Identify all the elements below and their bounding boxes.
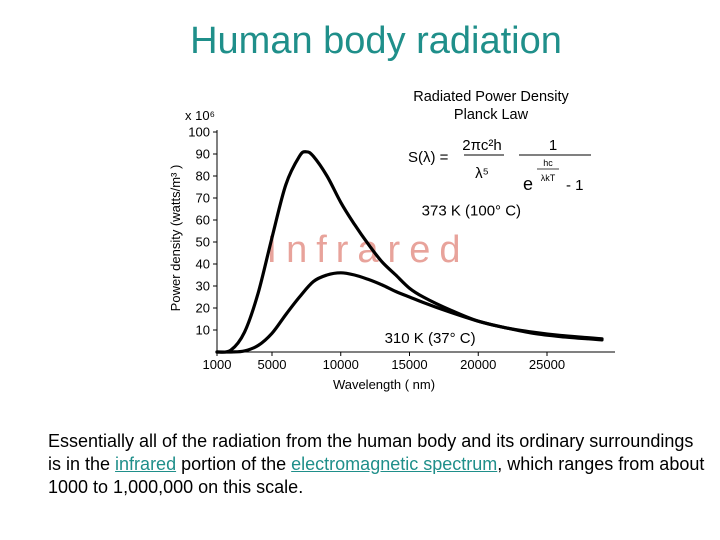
x-tick-label: 20000 xyxy=(460,357,496,372)
x-tick-label: 1000 xyxy=(203,357,232,372)
formula-denominator-1: λ⁵ xyxy=(475,165,489,182)
x-axis-label: Wavelength ( nm) xyxy=(333,377,435,392)
watermark-infrared: Infrared xyxy=(267,229,470,271)
series-label: 373 K (100° C) xyxy=(422,203,521,220)
curves xyxy=(215,150,604,354)
y-tick-label: 20 xyxy=(196,301,210,316)
y-tick-label: 50 xyxy=(196,235,210,250)
y-tick-label: 70 xyxy=(196,191,210,206)
watermark-text: Infrared xyxy=(267,229,470,271)
chart-labels: 373 K (100° C) 310 K (37° C) Radiated Powe… xyxy=(385,89,570,347)
axes: 10 20 30 40 50 60 70 80 90 100 1000 5000 10000 15000 2… xyxy=(168,108,615,392)
caption-text-2: portion of the xyxy=(176,454,292,474)
y-tick-label: 90 xyxy=(196,147,210,162)
formula-numerator-1: 2πc²h xyxy=(462,137,502,154)
chart-title: Radiated Power Density xyxy=(413,89,569,105)
formula-lhs: S(λ) = xyxy=(408,149,449,166)
y-tick-label: 40 xyxy=(196,257,210,272)
series-line xyxy=(215,271,604,354)
y-tick-label: 10 xyxy=(196,323,210,338)
chart-subtitle: Planck Law xyxy=(454,107,529,123)
formula-numerator-2: 1 xyxy=(549,137,557,154)
y-tick-label: 60 xyxy=(196,213,210,228)
formula-minus-one: - 1 xyxy=(566,177,584,194)
caption-text-3: , which ranges from about 1000 to 1,000,… xyxy=(48,454,705,497)
y-tick-label: 30 xyxy=(196,279,210,294)
formula-exp-numerator: hc xyxy=(543,158,553,168)
y-axis-label: Power density (watts/m³ ) xyxy=(168,165,183,312)
y-tick-label: 80 xyxy=(196,169,210,184)
caption-text-1: Essentially all of the radiation from th… xyxy=(48,431,694,474)
infrared-link[interactable]: infrared xyxy=(115,454,177,474)
x-tick-label: 5000 xyxy=(258,357,287,372)
y-tick-label: 100 xyxy=(188,125,210,140)
y-multiplier-label: x 10⁶ xyxy=(185,108,215,123)
x-tick-label: 15000 xyxy=(391,357,427,372)
x-tick-label: 25000 xyxy=(529,357,565,372)
planck-formula: S(λ) = 2πc²h λ⁵ 1 ehc λkT - 1 xyxy=(408,137,591,194)
formula-exp-base: e xyxy=(523,174,533,194)
slide-caption: Essentially all of the radiation from th… xyxy=(48,430,708,499)
series-label: 310 K (37° C) xyxy=(385,330,476,347)
x-tick-label: 10000 xyxy=(323,357,359,372)
slide-title: Human body radiation xyxy=(190,20,562,62)
formula-exp-denominator: λkT xyxy=(541,173,556,183)
electromagnetic-spectrum-link[interactable]: electromagnetic spectrum xyxy=(291,454,498,474)
